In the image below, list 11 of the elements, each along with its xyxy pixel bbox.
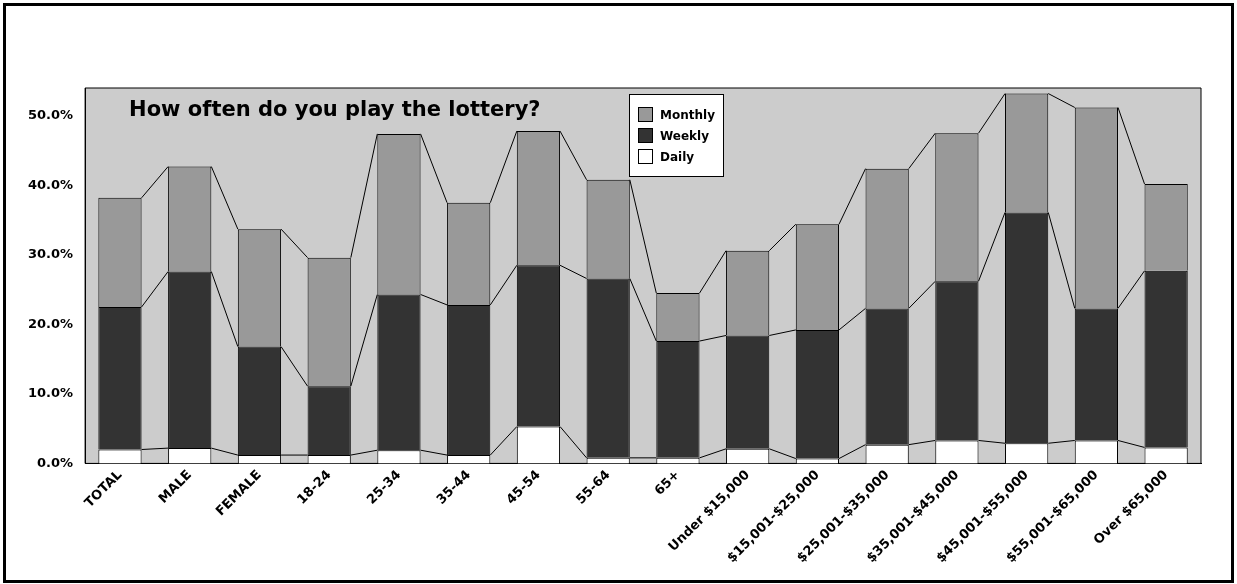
y-tick-label: 30.0% — [27, 246, 74, 262]
legend-label: Monthly — [660, 107, 715, 122]
legend-label: Daily — [660, 149, 695, 164]
y-tick-label: 40.0% — [27, 176, 74, 192]
chart-title: How often do you play the lottery? — [129, 96, 541, 121]
legend-label: Weekly — [660, 128, 710, 143]
x-tick-label: 65+ — [651, 466, 683, 498]
y-tick-label: 10.0% — [27, 385, 74, 401]
y-tick-label: 20.0% — [27, 315, 74, 331]
y-tick-label: 50.0% — [27, 107, 74, 123]
y-tick-label: 0.0% — [37, 454, 74, 470]
